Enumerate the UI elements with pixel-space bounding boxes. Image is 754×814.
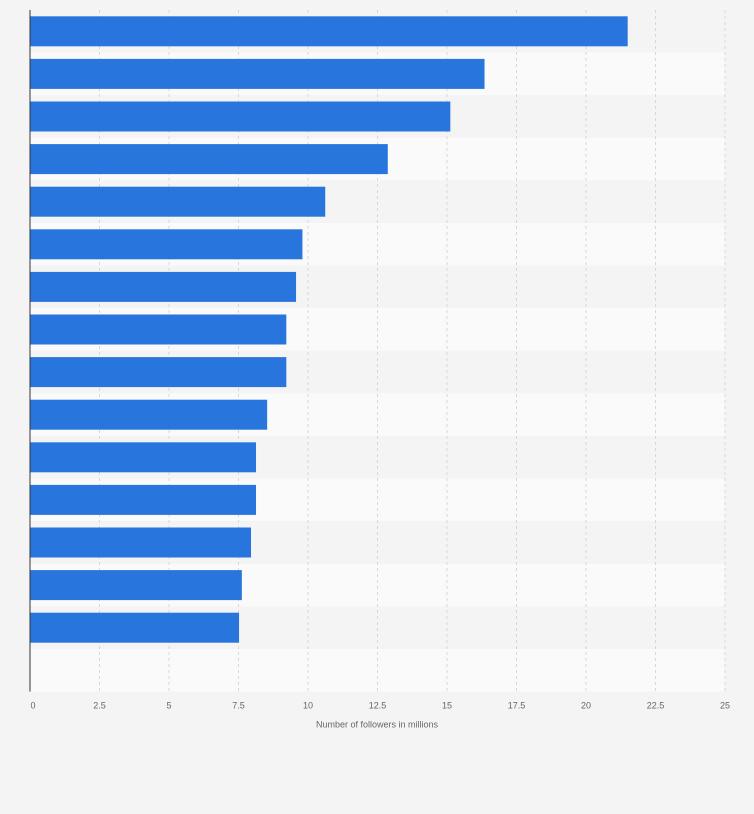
bar bbox=[30, 229, 303, 260]
bar bbox=[30, 357, 287, 388]
x-tick-label: 0 bbox=[30, 701, 35, 711]
x-tick-label: 22.5 bbox=[647, 701, 665, 711]
x-tick-label: 7.5 bbox=[232, 701, 245, 711]
x-tick-label: 2.5 bbox=[93, 701, 106, 711]
bar bbox=[30, 570, 242, 601]
bar bbox=[30, 484, 257, 515]
bar bbox=[30, 101, 451, 132]
x-tick-label: 12.5 bbox=[369, 701, 387, 711]
bar bbox=[30, 144, 388, 175]
bar bbox=[30, 58, 485, 89]
bar bbox=[30, 527, 252, 558]
x-tick-label: 10 bbox=[303, 701, 313, 711]
bar bbox=[30, 442, 257, 473]
x-tick-label: 15 bbox=[442, 701, 452, 711]
x-tick-label: 17.5 bbox=[508, 701, 526, 711]
bar bbox=[30, 612, 240, 643]
x-tick-label: 5 bbox=[166, 701, 171, 711]
bar bbox=[30, 186, 326, 217]
bar bbox=[30, 314, 287, 345]
bar bbox=[30, 16, 628, 47]
bar bbox=[30, 399, 268, 430]
x-axis-label: Number of followers in millions bbox=[316, 720, 439, 730]
bars bbox=[30, 16, 628, 643]
x-tick-label: 25 bbox=[720, 701, 730, 711]
bar bbox=[30, 271, 297, 302]
x-tick-labels: 0 2.5 5 7.5 10 12.5 15 17.5 20 22.5 25 bbox=[30, 701, 730, 711]
x-tick-label: 20 bbox=[581, 701, 591, 711]
